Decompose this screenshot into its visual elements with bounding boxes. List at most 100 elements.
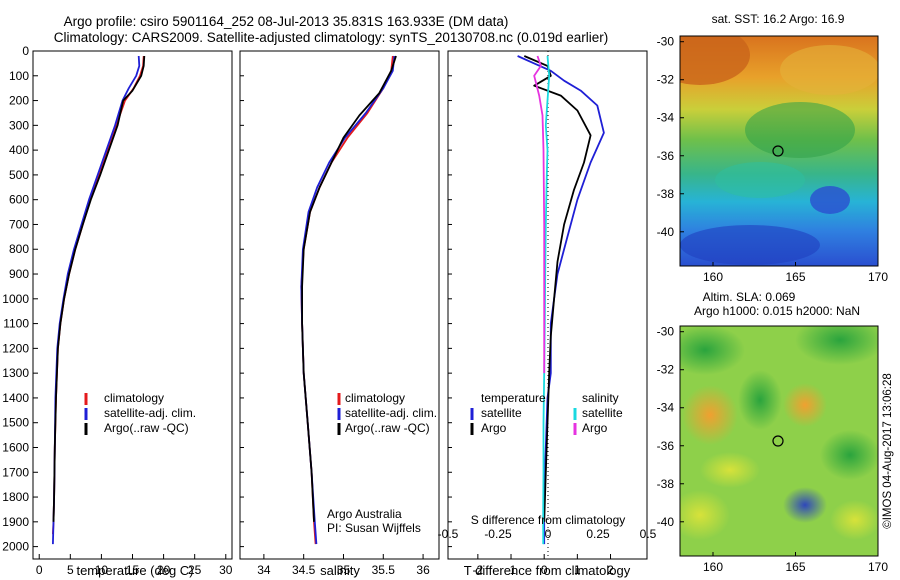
x-tick-label: 0 (36, 563, 43, 577)
legend-group-temperature: temperature (481, 391, 546, 405)
map-x-tick-label: 160 (703, 560, 723, 574)
series-line-satellite-adj-clim- (52, 55, 141, 545)
difference-legend: temperature satellite Argo salinity sate… (470, 391, 623, 435)
x-tick-label: 35.5 (372, 563, 396, 577)
map-y-tick-label: -36 (657, 149, 675, 163)
x-tick-label: 1 (574, 563, 581, 577)
legend-label-climatology: climatology (345, 391, 405, 405)
series-line-satellite-adj-clim- (300, 55, 396, 545)
difference-x-axis: -2 -1 0 1 2 (473, 554, 614, 577)
depth-tick-label: 0 (22, 44, 29, 58)
depth-tick-label: 1800 (2, 490, 29, 504)
sla-map-axes: 160 165 170 -30 -32 -34 -36 -38 -40 (657, 325, 889, 574)
top-tick-label: 0.5 (640, 527, 657, 541)
depth-tick-label: 800 (9, 242, 29, 256)
map-y-tick-label: -38 (657, 187, 675, 201)
sla-map-subtitle: Argo h1000: 0.015 h2000: NaN (694, 304, 860, 318)
salinity-annotation-line2: PI: Susan Wijffels (327, 521, 421, 535)
legend-label-argo: Argo(..raw -QC) (345, 421, 430, 435)
series-line-climatology (52, 55, 145, 535)
legend-label-sal-argo: Argo (582, 421, 608, 435)
salinity-annotation-line1: Argo Australia (327, 507, 402, 521)
salinity-legend: climatology satellite-adj. clim. Argo(..… (337, 391, 437, 435)
map-y-tick-label: -32 (657, 363, 675, 377)
top-tick-label: -0.5 (438, 527, 459, 541)
x-tick-label: 34.5 (292, 563, 316, 577)
x-tick-label: 0 (541, 563, 548, 577)
sla-map-title: Altim. SLA: 0.069 (703, 290, 796, 304)
depth-tick-label: 1300 (2, 366, 29, 380)
temperature-xlabel: temperature (deg C) (76, 563, 193, 578)
series-line-salinity-argo (533, 55, 546, 374)
difference-top-axis: -0.5 -0.25 0 0.25 0.5 (438, 527, 657, 541)
depth-tick-label: 300 (9, 118, 29, 132)
map-y-tick-label: -30 (657, 325, 675, 339)
salinity-series (300, 55, 397, 545)
x-tick-label: 5 (67, 563, 74, 577)
depth-tick-label: 600 (9, 193, 29, 207)
map-y-tick-label: -36 (657, 439, 675, 453)
figure-title-line2: Climatology: CARS2009. Satellite-adjuste… (54, 30, 609, 45)
depth-tick-label: 2000 (2, 540, 29, 554)
difference-xlabel: T difference from climatology (464, 563, 631, 578)
legend-group-salinity: salinity (582, 391, 619, 405)
sst-argo-marker (772, 145, 784, 157)
map-x-tick-label: 160 (703, 270, 723, 284)
series-line-salinity-satellite (542, 55, 551, 545)
legend-label-temp-argo: Argo (481, 421, 507, 435)
x-tick-label: -2 (473, 563, 484, 577)
temperature-legend: climatology satellite-adj. clim. Argo(..… (84, 391, 196, 435)
legend-label-climatology: climatology (104, 391, 164, 405)
legend-label-argo: Argo(..raw -QC) (104, 421, 189, 435)
x-tick-label: 34 (257, 563, 271, 577)
depth-tick-label: 400 (9, 143, 29, 157)
map-y-tick-label: -30 (657, 35, 675, 49)
salinity-plot-frame (239, 50, 440, 560)
depth-tick-label: 1700 (2, 465, 29, 479)
sst-map-frame (679, 35, 879, 267)
temperature-series (52, 55, 146, 545)
sla-map-image (680, 326, 878, 556)
x-tick-label: 2 (607, 563, 614, 577)
difference-series (517, 55, 605, 545)
depth-tick-label: 1600 (2, 440, 29, 454)
top-tick-label: -0.25 (484, 527, 512, 541)
x-tick-label: 20 (157, 563, 171, 577)
depth-tick-label: 1400 (2, 391, 29, 405)
map-y-tick-label: -40 (657, 515, 675, 529)
depth-tick-label: 1900 (2, 515, 29, 529)
map-y-tick-label: -38 (657, 477, 675, 491)
map-y-tick-label: -34 (657, 401, 675, 415)
sst-map-title: sat. SST: 16.2 Argo: 16.9 (712, 12, 845, 26)
depth-tick-label: 1100 (3, 317, 29, 331)
map-x-tick-label: 170 (868, 560, 888, 574)
depth-tick-label: 1500 (2, 416, 29, 430)
x-tick-label: -1 (506, 563, 517, 577)
x-tick-label: 25 (188, 563, 202, 577)
depth-tick-label: 900 (9, 267, 29, 281)
temperature-x-axis: 0 5 10 15 20 25 30 (36, 554, 233, 577)
x-tick-label: 10 (95, 563, 109, 577)
legend-label-satellite: satellite-adj. clim. (104, 406, 196, 420)
map-y-tick-label: -32 (657, 73, 675, 87)
difference-top-axis-label: S difference from climatology (471, 513, 626, 527)
series-line-argo (301, 55, 397, 522)
map-x-tick-label: 165 (785, 560, 805, 574)
figure-title-line1: Argo profile: csiro 5901164_252 08-Jul-2… (64, 14, 509, 29)
legend-label-temp-satellite: satellite (481, 406, 522, 420)
top-tick-label: 0 (545, 527, 552, 541)
map-x-tick-label: 170 (868, 270, 888, 284)
legend-label-sal-satellite: satellite (582, 406, 623, 420)
series-line-temperature-argo (523, 55, 592, 522)
map-x-tick-label: 165 (785, 270, 805, 284)
sla-map-frame (679, 325, 879, 557)
depth-tick-label: 1000 (2, 292, 29, 306)
map-y-tick-label: -34 (657, 111, 675, 125)
depth-tick-label: 1200 (2, 341, 29, 355)
salinity-xlabel: salinity (320, 563, 360, 578)
salinity-x-axis: 34 34.5 35 35.5 36 (257, 554, 430, 577)
depth-axis: 0 100 200 300 400 500 600 700 800 900 1000 1100 1200… (2, 44, 452, 554)
depth-tick-label: 200 (9, 94, 29, 108)
